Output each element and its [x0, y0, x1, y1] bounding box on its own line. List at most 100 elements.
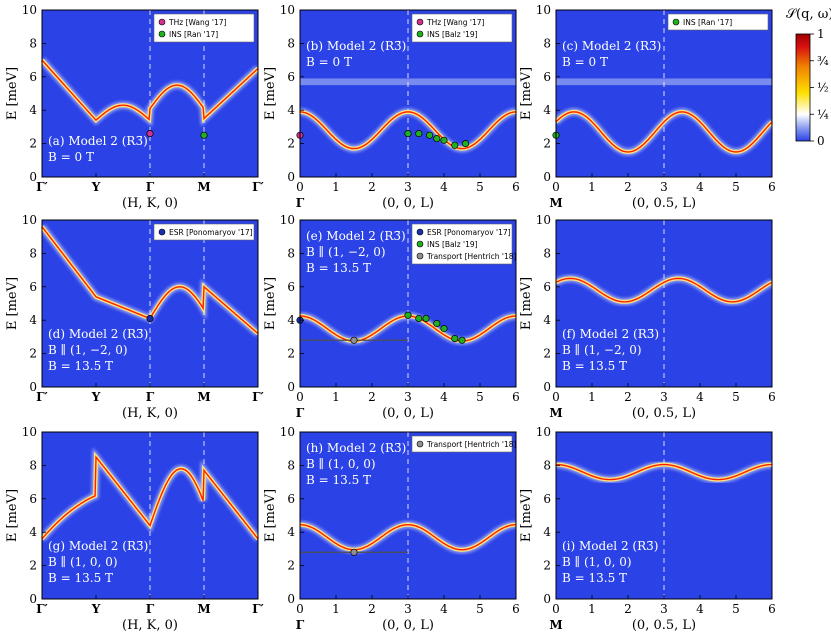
- legend-marker: [158, 18, 166, 26]
- x-axis-title: (0, 0, L): [382, 196, 434, 211]
- x-tick-label: 0: [296, 390, 304, 404]
- y-tick-label: 2: [29, 559, 37, 573]
- y-tick-label: 0: [543, 170, 551, 184]
- x-tick-label: 2: [368, 390, 376, 404]
- y-tick-label: 8: [543, 36, 551, 50]
- y-tick-label: 10: [280, 3, 295, 17]
- y-tick-label: 0: [29, 380, 37, 394]
- legend-box: [411, 435, 513, 453]
- x-tick-label: 3: [404, 390, 412, 404]
- panel-label-line: B ∥ (1, −2, 0): [562, 343, 642, 357]
- x-point-symbol: M: [549, 406, 562, 420]
- x-tick-label: 1: [332, 390, 340, 404]
- legend-entry: THz [Wang '17]: [426, 18, 485, 27]
- x-tick-label: 4: [440, 390, 448, 404]
- x-tick-label: 5: [732, 180, 740, 194]
- y-tick-label: 0: [29, 592, 37, 606]
- x-tick-label: Γ: [146, 390, 155, 404]
- x-tick-label: Γ′: [252, 390, 264, 404]
- legend-entry: Transport [Hentrich '18]: [426, 252, 516, 261]
- x-tick-label: 4: [696, 602, 704, 616]
- x-axis-title: (H, K, 0): [122, 196, 178, 211]
- x-axis-title: (H, K, 0): [122, 618, 178, 633]
- y-tick-label: 10: [536, 3, 551, 17]
- legend-entry: ESR [Ponomaryov '17]: [427, 228, 511, 237]
- colorbar-tick-label: 1: [817, 27, 825, 41]
- y-tick-label: 2: [543, 347, 551, 361]
- data-point: [451, 335, 459, 343]
- y-tick-label: 10: [536, 213, 551, 227]
- colorbar-tick-label: ¼: [817, 107, 829, 121]
- x-tick-label: 5: [476, 602, 484, 616]
- x-tick-label: 1: [588, 602, 596, 616]
- x-tick-label: Γ′: [36, 602, 48, 616]
- y-tick-label: 2: [287, 559, 295, 573]
- x-tick-label: 3: [660, 390, 668, 404]
- panel-label-line: B = 13.5 T: [48, 359, 113, 373]
- y-tick-label: 8: [29, 36, 37, 50]
- x-tick-label: 1: [332, 602, 340, 616]
- panel-h: 0 2 4 6 8 10 E [meV] 0 1 2 3 4 5 6 Γ (0, 0, L) (h) Model…: [263, 425, 520, 633]
- data-point: [433, 135, 441, 143]
- x-tick-label: 0: [552, 390, 560, 404]
- x-tick-label: Γ: [146, 180, 155, 194]
- y-tick-label: 2: [543, 137, 551, 151]
- x-tick-label: Y: [91, 602, 101, 616]
- legend-marker: [416, 228, 424, 236]
- y-tick-label: 2: [287, 347, 295, 361]
- y-tick-label: 0: [287, 380, 295, 394]
- y-axis-title: E [meV]: [519, 67, 534, 120]
- x-tick-label: Γ′: [252, 602, 264, 616]
- legend-marker: [416, 252, 424, 260]
- data-point: [422, 314, 430, 323]
- data-point: [350, 548, 358, 556]
- y-axis-title: E [meV]: [263, 489, 278, 542]
- x-tick-label: 6: [768, 390, 776, 404]
- y-tick-label: 8: [287, 36, 295, 50]
- x-tick-label: 5: [732, 390, 740, 404]
- y-tick-label: 8: [29, 246, 37, 260]
- y-tick-label: 4: [287, 313, 295, 327]
- x-tick-label: 2: [624, 390, 632, 404]
- panel-a: 0 2 4 6 8 10 E [meV] Γ′ Y Γ M Γ′ (H, K, 0) (a) Model …: [5, 3, 264, 211]
- panel-i: 0 2 4 6 8 10 E [meV] 0 1 2 3 4 5 6 M (0, 0.5, L) (i) Mod…: [519, 425, 776, 633]
- y-tick-label: 4: [543, 525, 551, 539]
- band-core: [41, 59, 259, 122]
- x-tick-label: Y: [91, 180, 101, 194]
- x-tick-label: 6: [512, 390, 520, 404]
- y-tick-label: 10: [280, 425, 295, 439]
- data-point: [415, 130, 423, 138]
- panel-label-line: B = 13.5 T: [562, 571, 627, 585]
- y-tick-label: 2: [287, 137, 295, 151]
- x-tick-label: 5: [476, 180, 484, 194]
- y-tick-label: 4: [29, 313, 37, 327]
- x-tick-label: 0: [552, 602, 560, 616]
- data-point: [146, 130, 154, 138]
- y-tick-label: 6: [543, 280, 551, 294]
- y-tick-label: 4: [287, 525, 295, 539]
- y-tick-label: 4: [29, 525, 37, 539]
- x-tick-label: 2: [368, 602, 376, 616]
- legend-entry: INS [Balz '19]: [427, 30, 478, 39]
- panel-label-line: B = 0 T: [306, 55, 352, 69]
- data-point: [404, 130, 412, 138]
- x-tick-label: 1: [332, 180, 340, 194]
- legend-box: [411, 223, 513, 265]
- x-axis-title: (0, 0.5, L): [632, 618, 696, 633]
- x-point-symbol: M: [549, 196, 562, 210]
- y-tick-label: 6: [287, 280, 295, 294]
- band-core: [555, 277, 773, 303]
- x-tick-label: 1: [588, 180, 596, 194]
- y-axis-title: E [meV]: [263, 277, 278, 330]
- data-point: [462, 140, 470, 148]
- data-point: [404, 311, 412, 319]
- x-tick-label: 0: [296, 180, 304, 194]
- panel-label-line: (c) Model 2 (R3̄): [562, 39, 661, 53]
- legend-marker: [416, 240, 424, 248]
- y-tick-label: 8: [543, 458, 551, 472]
- y-tick-label: 6: [29, 280, 37, 294]
- legend-marker: [158, 30, 166, 38]
- y-axis-title: E [meV]: [5, 277, 20, 330]
- band-core: [555, 111, 773, 153]
